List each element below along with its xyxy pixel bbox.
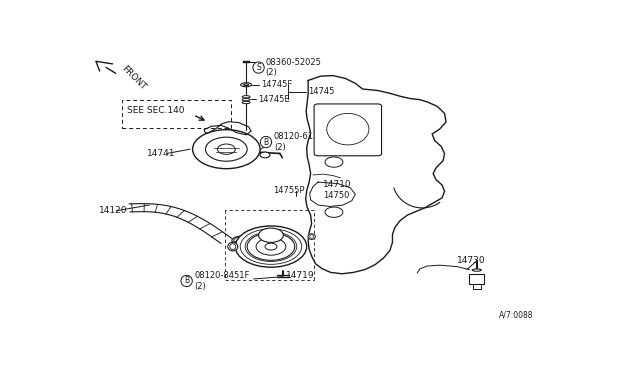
Ellipse shape <box>244 84 248 86</box>
Ellipse shape <box>472 269 481 271</box>
Circle shape <box>265 243 277 250</box>
Text: 14755P: 14755P <box>273 186 305 195</box>
Circle shape <box>218 144 236 154</box>
Text: SEE SEC.140: SEE SEC.140 <box>127 106 184 115</box>
Circle shape <box>245 232 297 262</box>
Circle shape <box>259 228 284 243</box>
Text: 14745F: 14745F <box>261 80 292 89</box>
Circle shape <box>256 238 286 255</box>
Text: 14710: 14710 <box>323 180 351 189</box>
Ellipse shape <box>242 101 250 104</box>
FancyBboxPatch shape <box>314 104 381 156</box>
Text: 14745E: 14745E <box>259 94 290 103</box>
Ellipse shape <box>232 236 246 243</box>
Circle shape <box>240 229 301 264</box>
Bar <box>469 273 484 284</box>
Ellipse shape <box>241 83 252 87</box>
Ellipse shape <box>242 96 250 98</box>
Ellipse shape <box>234 237 244 242</box>
Ellipse shape <box>242 99 250 101</box>
Text: FRONT: FRONT <box>120 64 148 92</box>
Circle shape <box>247 233 295 260</box>
Text: 14750: 14750 <box>323 191 349 201</box>
Text: A/7:0088: A/7:0088 <box>499 311 534 320</box>
Text: B: B <box>264 138 269 147</box>
Circle shape <box>325 207 343 217</box>
Text: 08120-8451F
(2): 08120-8451F (2) <box>195 271 250 291</box>
Text: 14719: 14719 <box>286 271 314 280</box>
Text: 14745: 14745 <box>308 87 335 96</box>
Circle shape <box>325 157 343 167</box>
Ellipse shape <box>230 244 236 250</box>
Text: 08120-61233
(2): 08120-61233 (2) <box>274 132 330 152</box>
Text: 14730: 14730 <box>457 256 486 265</box>
Text: S: S <box>256 63 261 72</box>
Circle shape <box>193 130 260 169</box>
Text: 14120: 14120 <box>99 206 127 215</box>
Circle shape <box>205 137 247 161</box>
Text: 08360-52025
(2): 08360-52025 (2) <box>266 58 321 77</box>
Ellipse shape <box>228 242 237 251</box>
Circle shape <box>260 152 270 158</box>
Text: 14741: 14741 <box>147 149 175 158</box>
Ellipse shape <box>310 235 314 238</box>
Text: B: B <box>184 276 189 285</box>
Ellipse shape <box>327 113 369 145</box>
Ellipse shape <box>308 234 316 240</box>
Circle shape <box>236 226 307 267</box>
